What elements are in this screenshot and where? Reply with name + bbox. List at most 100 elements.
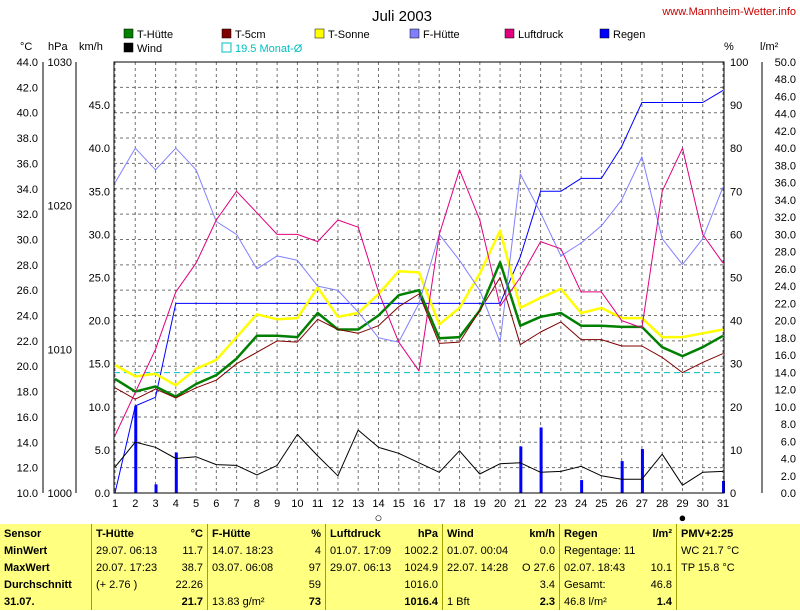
rain-tick-label: 34.0 <box>775 195 796 207</box>
wind-tick-label: 45.0 <box>89 100 110 112</box>
temp-tick-label: 30.0 <box>17 234 38 246</box>
f-huette-avg: 59 <box>308 579 321 591</box>
series-line-t-5cm <box>114 277 724 400</box>
f-huette-max-time: 03.07. 06:08 <box>212 562 274 574</box>
site-link[interactable]: www.Mannheim-Wetter.info <box>661 6 796 18</box>
panel-wind: Wind km/h 01.07. 00:04 0.0 22.07. 14:28 O 2… <box>442 524 559 610</box>
legend-label: T-5cm <box>235 29 266 41</box>
plot-frame <box>113 61 725 494</box>
rain-bar <box>640 449 644 493</box>
x-tick-label: 22 <box>534 498 546 510</box>
rain-bar <box>154 484 158 493</box>
rain-tick-label: 10.0 <box>775 402 796 414</box>
luftdruck-min: 1002.2 <box>404 545 438 557</box>
temp-tick-label: 38.0 <box>17 133 38 145</box>
pct-tick-label: 90 <box>730 100 742 112</box>
t-huette-avg: 22.26 <box>175 579 203 591</box>
panel-t-huette: T-Hütte °C 29.07. 06:13 11.7 20.07. 17:23 3… <box>91 524 207 610</box>
luftdruck-unit: hPa <box>417 528 438 540</box>
row-min-label: MinWert <box>4 545 48 557</box>
legend-swatch <box>409 28 420 39</box>
x-tick-label: 15 <box>393 498 405 510</box>
pct-tick-label: 0 <box>730 488 736 500</box>
wind-max: O 27.6 <box>521 562 555 574</box>
temp-tick-label: 36.0 <box>17 158 38 170</box>
x-tick-label: 16 <box>413 498 425 510</box>
rain-bar <box>174 452 178 493</box>
temp-tick-label: 28.0 <box>17 260 38 272</box>
temp-tick-label: 10.0 <box>17 488 38 500</box>
wind-header: Wind <box>447 528 474 540</box>
x-tick-label: 23 <box>555 498 567 510</box>
regen-days: Regentage: 11 <box>564 545 636 557</box>
rain-tick-label: 42.0 <box>775 126 796 138</box>
temp-tick-label: 16.0 <box>17 412 38 424</box>
x-tick-label: 7 <box>234 498 240 510</box>
series-lines <box>114 89 724 494</box>
regen-today-note: 46.8 l/m² <box>564 596 607 608</box>
regen-header: Regen <box>564 528 598 540</box>
legend-swatch <box>221 28 232 39</box>
series-line-t-h-tte <box>114 261 724 398</box>
rain-bar <box>134 405 138 493</box>
x-tick-label: 9 <box>274 498 280 510</box>
regen-total: 46.8 <box>650 579 672 591</box>
temp-tick-label: 24.0 <box>17 311 38 323</box>
wind-tick-label: 35.0 <box>89 186 110 198</box>
row-avg-label: Durchschnitt <box>4 579 72 591</box>
luftdruck-today: 1016.4 <box>404 596 438 608</box>
unit-rain-label: l/m² <box>760 41 779 53</box>
legend-label: F-Hütte <box>423 29 460 41</box>
x-tick-label: 4 <box>173 498 179 510</box>
sensor-header: Sensor <box>4 528 42 540</box>
pmv-tp: TP 15.8 °C <box>681 562 735 574</box>
temp-tick-label: 14.0 <box>17 437 38 449</box>
x-tick-label: 20 <box>494 498 506 510</box>
regen-max-time: 02.07. 18:43 <box>564 562 626 574</box>
rain-tick-label: 32.0 <box>775 212 796 224</box>
wind-tick-label: 10.0 <box>89 402 110 414</box>
unit-pct-label: % <box>724 41 734 53</box>
hpa-tick-label: 1000 <box>48 488 72 500</box>
rain-tick-label: 0.0 <box>781 488 796 500</box>
wind-tick-label: 30.0 <box>89 229 110 241</box>
f-huette-min: 4 <box>314 545 321 557</box>
chart-legend: T-Hütte T-5cm T-Sonne F-Hütte Luftdruck Regen… <box>123 28 645 55</box>
luftdruck-max-time: 29.07. 06:13 <box>330 562 392 574</box>
wind-today: 2.3 <box>539 596 555 608</box>
temp-tick-label: 12.0 <box>17 463 38 475</box>
legend-label: Wind <box>137 43 162 55</box>
luftdruck-max: 1024.9 <box>404 562 438 574</box>
t-huette-unit: °C <box>190 528 203 540</box>
legend-swatch <box>123 42 134 53</box>
wind-tick-label: 5.0 <box>95 445 110 457</box>
series-line-wind <box>114 429 724 486</box>
temp-tick-label: 44.0 <box>17 57 38 69</box>
rain-tick-label: 40.0 <box>775 143 796 155</box>
t-huette-max: 38.7 <box>181 562 203 574</box>
legend-label: T-Sonne <box>328 29 370 41</box>
rain-tick-label: 44.0 <box>775 109 796 121</box>
x-tick-label: 21 <box>514 498 526 510</box>
rain-tick-label: 48.0 <box>775 74 796 86</box>
f-huette-today-note: 13.83 g/m² <box>212 596 265 608</box>
x-tick-label: 30 <box>697 498 709 510</box>
legend-label: T-Hütte <box>137 29 173 41</box>
rain-bar <box>620 461 624 493</box>
rain-tick-label: 36.0 <box>775 178 796 190</box>
x-tick-label: 11 <box>312 498 323 510</box>
rain-tick-label: 22.0 <box>775 298 796 310</box>
rain-tick-label: 14.0 <box>775 367 796 379</box>
pct-tick-label: 70 <box>730 186 742 198</box>
legend-label: Regen <box>613 29 645 41</box>
legend-label: 19.5 Monat-Ø <box>235 43 303 55</box>
temp-tick-label: 32.0 <box>17 209 38 221</box>
rain-tick-label: 26.0 <box>775 264 796 276</box>
x-tick-label: 19 <box>474 498 486 510</box>
x-tick-label: 26 <box>616 498 628 510</box>
f-huette-header: F-Hütte <box>212 528 251 540</box>
panel-sensor: Sensor MinWert MaxWert Durchschnitt 31.0… <box>0 524 91 610</box>
luftdruck-header: Luftdruck <box>330 528 381 540</box>
legend-swatch <box>221 42 232 53</box>
regen-today: 1.4 <box>656 596 672 608</box>
